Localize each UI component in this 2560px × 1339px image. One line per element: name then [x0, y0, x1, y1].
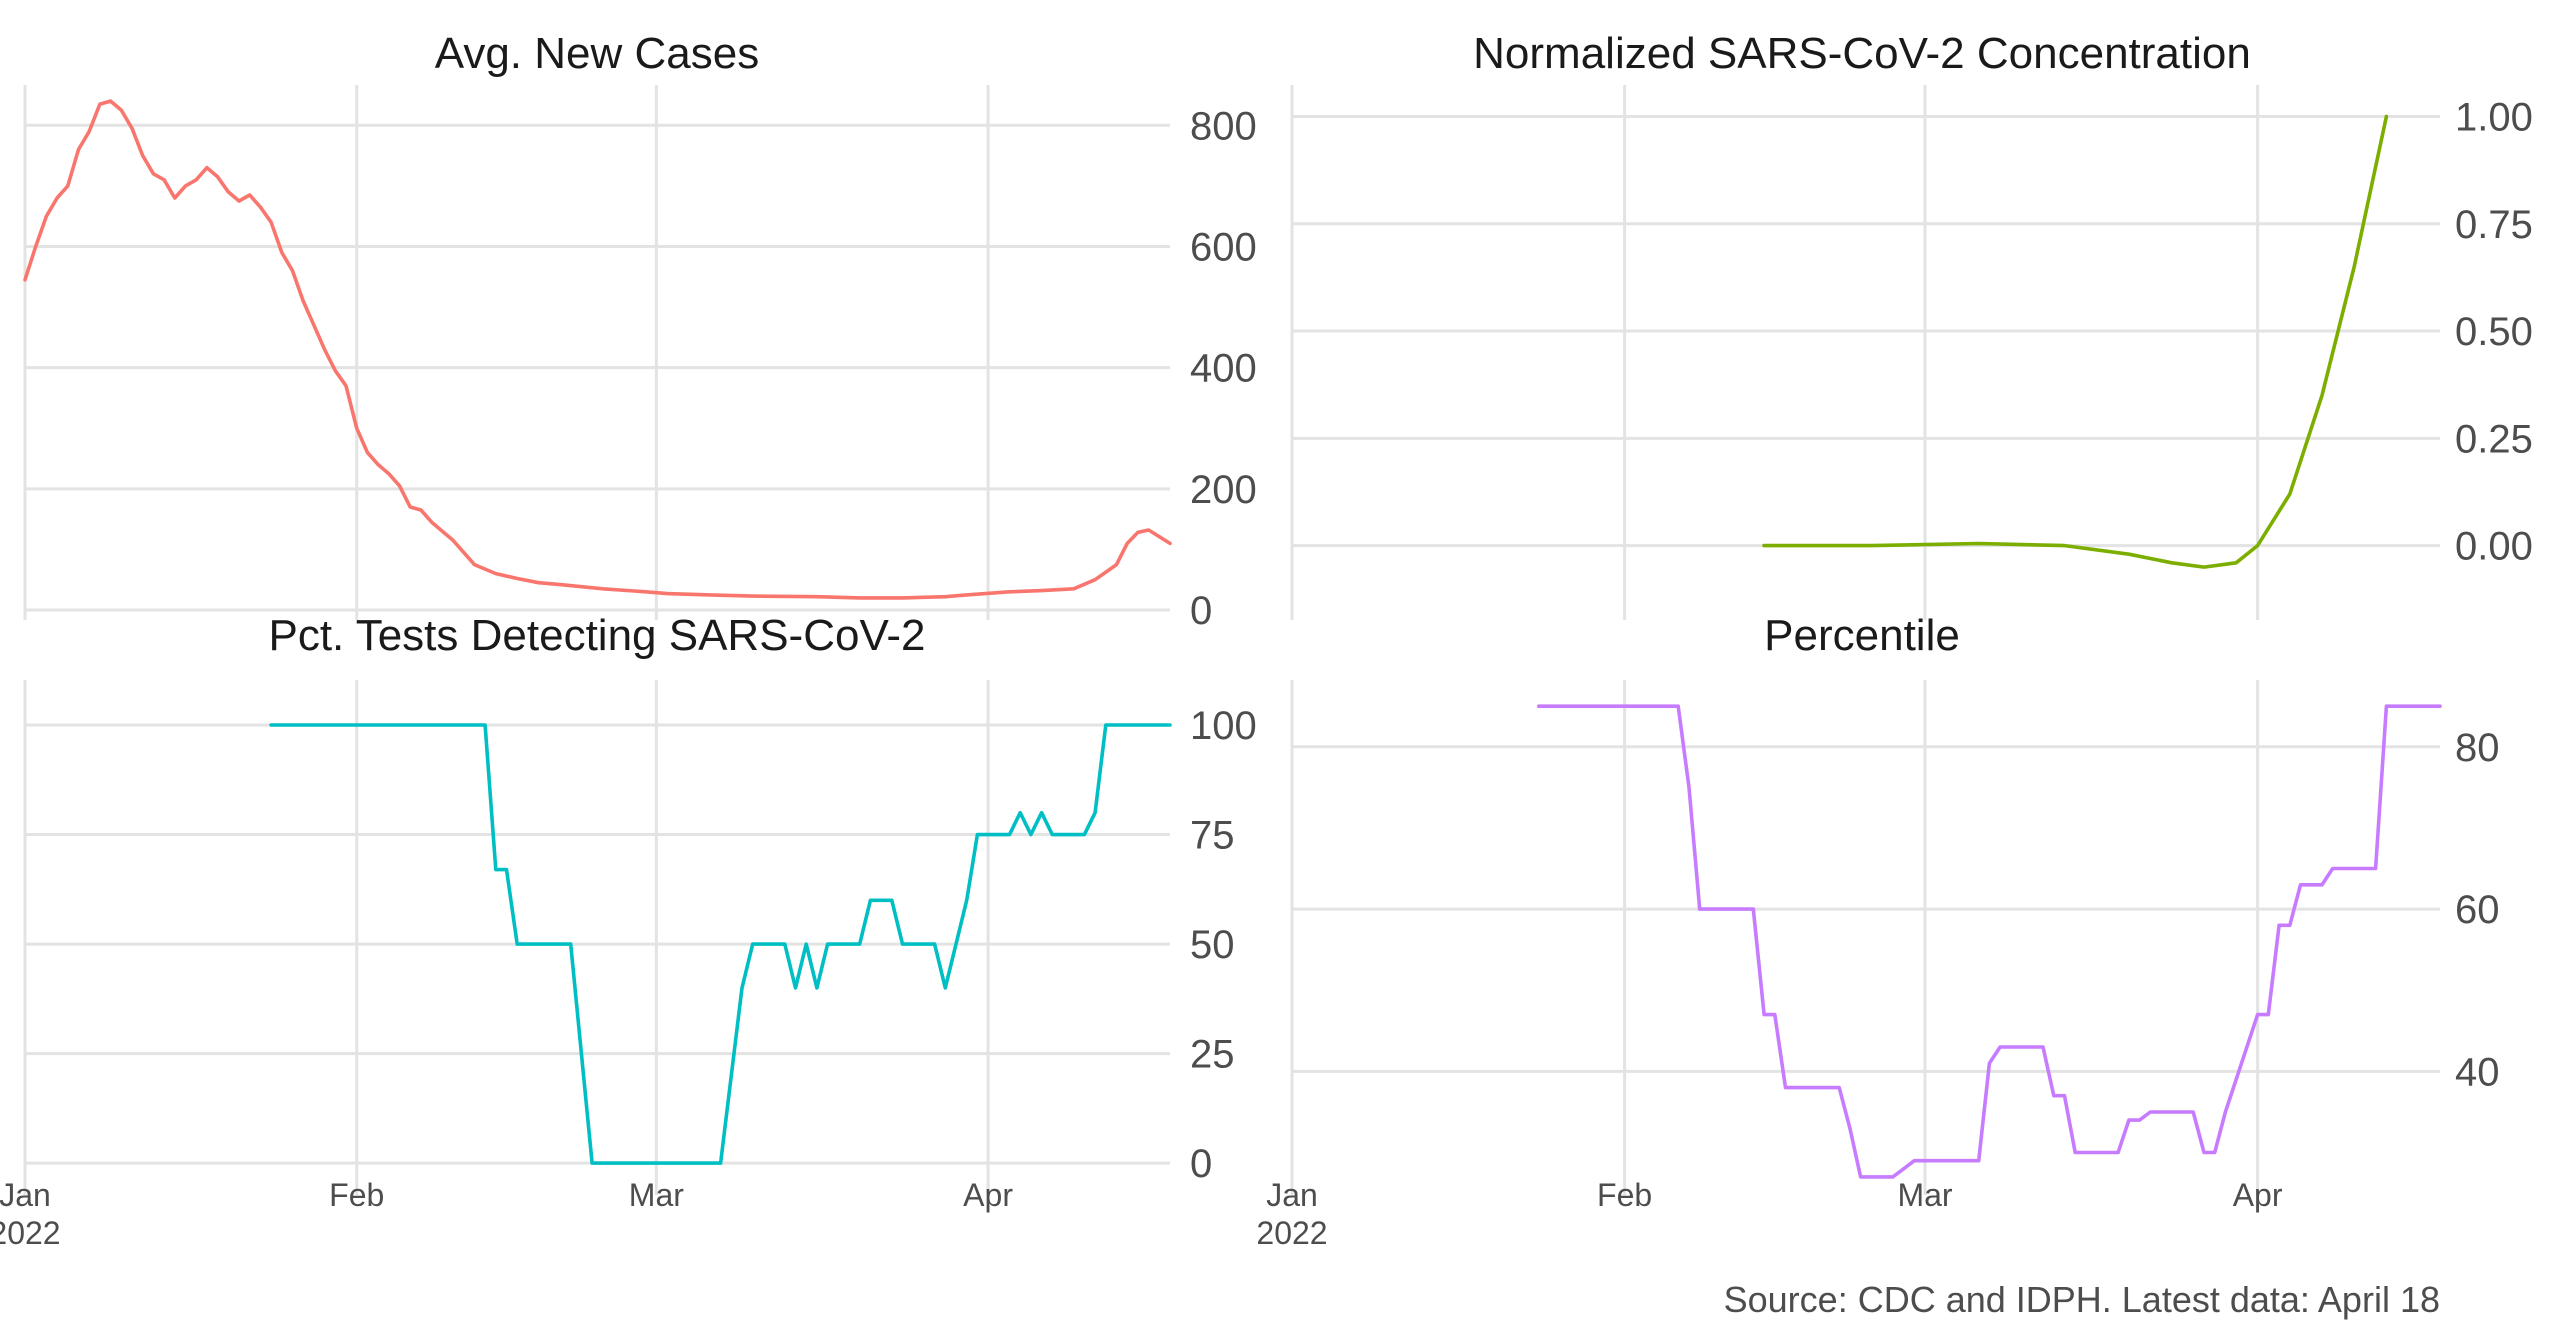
panel-4: Percentile 40 60 80 Jan 2022 Feb Mar Apr	[1256, 611, 2499, 1251]
y-tick-label: 0	[1190, 589, 1212, 633]
y-tick-label: 800	[1190, 104, 1257, 148]
y-tick-label: 0.50	[2455, 310, 2533, 354]
series-line	[1762, 114, 2389, 569]
x-tick-label: Apr	[963, 1177, 1013, 1213]
panel-title: Percentile	[1764, 611, 1960, 660]
source-caption: Source: CDC and IDPH. Latest data: April…	[1724, 1279, 2440, 1320]
y-tick-label: 40	[2455, 1050, 2500, 1094]
y-tick-label: 0	[1190, 1142, 1212, 1186]
y-tick-label: 1.00	[2455, 95, 2533, 139]
x-tick-label: Feb	[1597, 1177, 1652, 1213]
y-tick-label: 100	[1190, 704, 1257, 748]
x-tick-label: Feb	[329, 1177, 384, 1213]
y-tick-label: 50	[1190, 923, 1235, 967]
y-tick-label: 400	[1190, 347, 1257, 391]
series-line	[23, 99, 1172, 600]
y-tick-label: 200	[1190, 468, 1257, 512]
y-tick-label: 0.00	[2455, 525, 2533, 569]
series-line	[269, 723, 1172, 1165]
y-tick-label: 60	[2455, 888, 2500, 932]
y-tick-label: 0.25	[2455, 417, 2533, 461]
y-tick-label: 75	[1190, 814, 1235, 858]
panel-title: Pct. Tests Detecting SARS-CoV-2	[268, 611, 925, 660]
panel-2: Normalized SARS-CoV-2 Concentration 0.00 0…	[1290, 29, 2533, 620]
y-tick-label: 80	[2455, 726, 2500, 770]
x-tick-label: Mar	[1897, 1177, 1952, 1213]
panel-1: Avg. New Cases 0 200 400 600 800	[23, 29, 1257, 633]
panel-3: Pct. Tests Detecting SARS-CoV-2 0 25 50 75 10…	[0, 611, 1257, 1251]
y-tick-label: 600	[1190, 225, 1257, 269]
x-tick-label: Mar	[629, 1177, 684, 1213]
x-tick-label: Apr	[2233, 1177, 2283, 1213]
y-tick-label: 0.75	[2455, 203, 2533, 247]
panel-title: Normalized SARS-CoV-2 Concentration	[1473, 29, 2251, 78]
panel-title: Avg. New Cases	[435, 29, 759, 78]
y-tick-label: 25	[1190, 1033, 1235, 1077]
series-line	[1537, 704, 2442, 1179]
